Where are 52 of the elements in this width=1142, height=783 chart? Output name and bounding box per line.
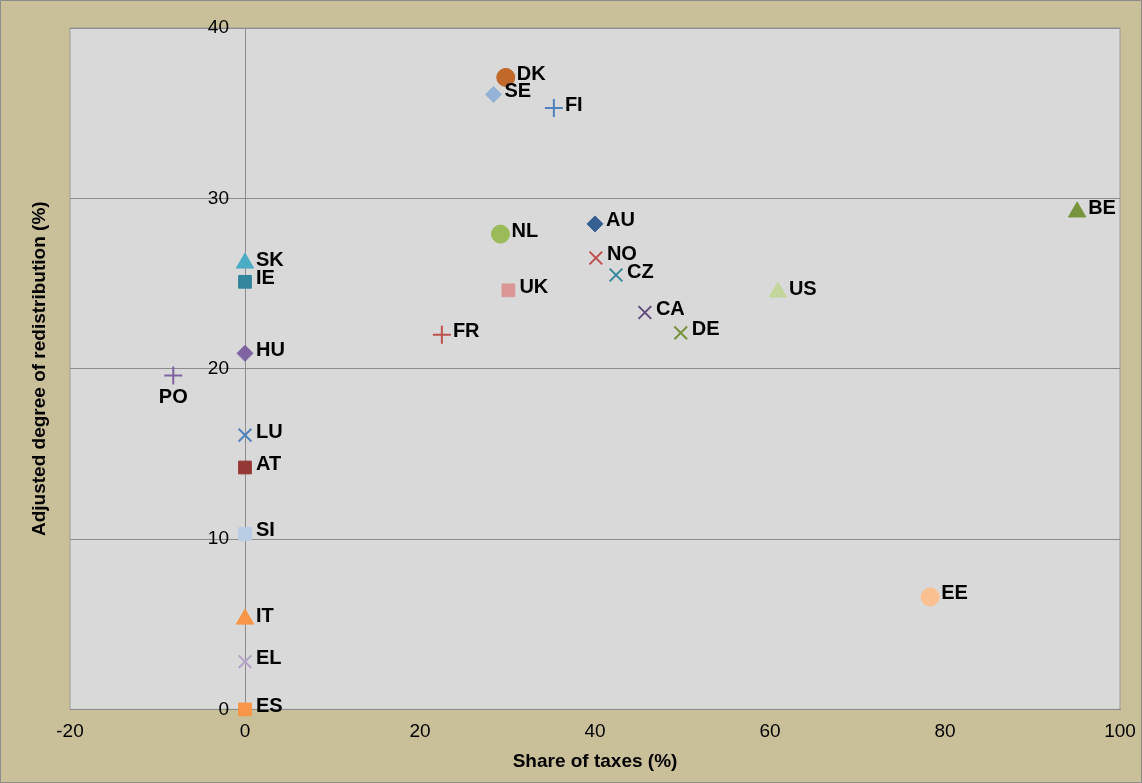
series-label: FR	[452, 319, 481, 342]
series-label: US	[788, 276, 817, 299]
x-tick-label: 20	[409, 720, 431, 742]
point	[163, 365, 184, 386]
series-label: DE	[691, 317, 720, 340]
y-tick-label: 20	[207, 356, 229, 378]
series-label: IT	[256, 603, 274, 626]
point	[501, 283, 516, 298]
point	[238, 527, 252, 541]
series-label: DK	[516, 61, 547, 84]
point	[491, 224, 510, 244]
series-label: SI	[256, 518, 275, 541]
series-label: FI	[564, 92, 583, 115]
series-label: HU	[256, 337, 285, 360]
series-label: UK	[519, 274, 549, 297]
y-tick-label: 40	[207, 16, 229, 38]
x-tick-label: 0	[239, 720, 251, 742]
series-label: EE	[941, 581, 968, 604]
y-axis-title: Adjusted degree of redistribution (%)	[28, 201, 50, 537]
point	[237, 427, 253, 443]
point	[608, 267, 624, 283]
point	[637, 305, 653, 320]
x-tick-label: 80	[934, 720, 956, 742]
point	[485, 85, 502, 103]
x-axis-title: Share of taxes (%)	[512, 749, 678, 771]
point	[238, 460, 252, 475]
point	[431, 324, 452, 345]
x-tick-label: 100	[1104, 720, 1136, 742]
point	[238, 702, 252, 717]
point	[586, 215, 604, 233]
series-label: BE	[1088, 196, 1116, 219]
series-label: NL	[511, 218, 539, 241]
point	[920, 587, 940, 607]
point	[673, 325, 689, 341]
y-tick-label: 30	[207, 186, 229, 208]
point	[588, 250, 604, 266]
y-tick-label: 10	[207, 527, 229, 549]
series-label: LU	[256, 419, 283, 442]
point	[237, 654, 253, 670]
y-tick-label: 0	[218, 697, 229, 719]
x-tick-label: -20	[56, 720, 84, 742]
point	[543, 98, 564, 119]
series-label: PO	[158, 385, 188, 408]
series-label: AU	[606, 208, 635, 231]
point	[238, 274, 252, 289]
series-label: CA	[655, 297, 685, 319]
series-label: EL	[256, 646, 282, 669]
series-label: ES	[256, 693, 283, 716]
x-tick-label: 40	[584, 720, 606, 742]
point	[236, 344, 254, 362]
series-label: AT	[256, 452, 282, 475]
x-tick-label: 60	[759, 720, 781, 742]
